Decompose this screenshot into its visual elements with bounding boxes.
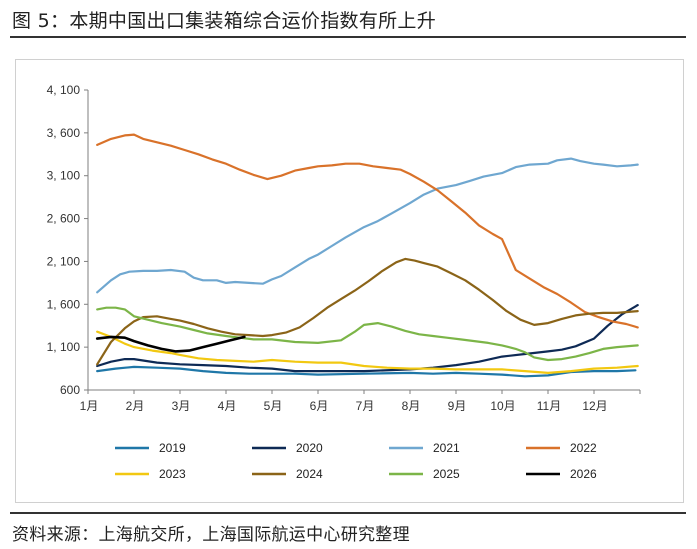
legend-label-2026: 2026 <box>570 467 597 481</box>
legend-label-2021: 2021 <box>433 441 460 455</box>
legend-label-2024: 2024 <box>296 467 323 481</box>
y-tick-label: 1, 100 <box>47 340 81 354</box>
x-tick-label: 12月 <box>582 399 607 413</box>
x-tick-label: 11月 <box>537 399 561 413</box>
series-line-2026 <box>95 335 246 353</box>
x-tick-label: 2月 <box>126 399 145 413</box>
legend-label-2022: 2022 <box>570 441 597 455</box>
x-tick-label: 6月 <box>310 399 329 413</box>
figure-title: 图 5：本期中国出口集装箱综合运价指数有所上升 <box>12 10 437 32</box>
chart-legend: 2019 2020 2021 2022 2023 2024 2025 2026 <box>115 441 597 481</box>
chart-frame <box>15 59 684 503</box>
y-tick-label: 4, 100 <box>47 83 81 97</box>
legend-label-2023: 2023 <box>159 467 186 481</box>
series-line-2023 <box>96 330 639 374</box>
x-tick-label: 9月 <box>448 399 467 413</box>
x-tick-label: 8月 <box>402 399 421 413</box>
chart-axes: 600 1, 100 1, 600 2, 100 2, 600 3, 100 3, 600 4… <box>47 83 641 413</box>
x-tick-label: 10月 <box>490 399 515 413</box>
legend-label-2020: 2020 <box>296 441 323 455</box>
x-tick-label: 3月 <box>172 399 191 413</box>
x-tick-label: 7月 <box>356 399 375 413</box>
legend-label-2025: 2025 <box>433 467 460 481</box>
figure-source: 资料来源：上海航交所，上海国际航运中心研究整理 <box>12 525 410 545</box>
series-line-2019 <box>96 365 637 378</box>
legend-label-2019: 2019 <box>159 441 186 455</box>
y-tick-label: 2, 100 <box>47 254 81 268</box>
y-tick-label: 2, 600 <box>47 212 81 226</box>
x-tick-label: 5月 <box>264 399 283 413</box>
series-line-2025 <box>96 306 639 362</box>
x-tick-label: 4月 <box>218 399 237 413</box>
y-tick-label: 600 <box>60 383 80 397</box>
series-line-2020 <box>96 304 639 373</box>
source-divider <box>10 512 686 514</box>
y-tick-label: 3, 600 <box>47 126 81 140</box>
title-divider <box>10 36 686 38</box>
series-line-2024 <box>96 257 639 366</box>
series-line-2022 <box>96 133 639 329</box>
y-tick-label: 1, 600 <box>47 297 81 311</box>
x-tick-label: 1月 <box>80 399 99 413</box>
y-tick-label: 3, 100 <box>47 169 81 183</box>
series-line-2021 <box>96 157 639 294</box>
series-layer <box>95 133 639 378</box>
